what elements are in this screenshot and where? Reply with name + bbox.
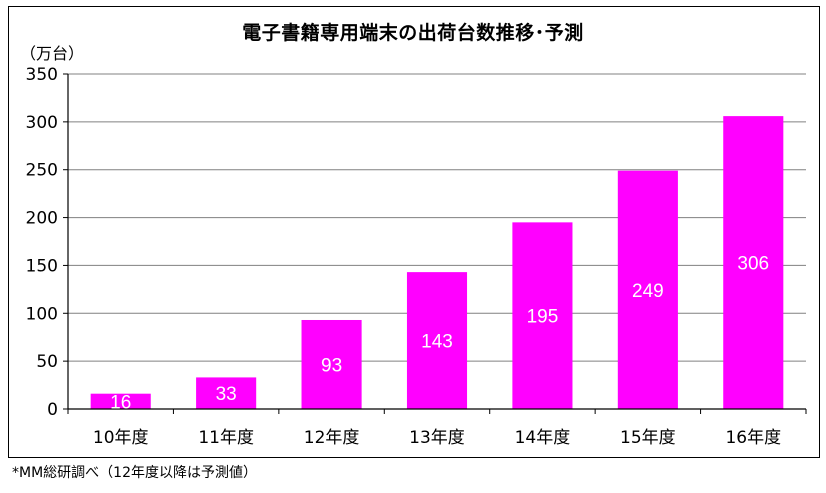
chart-title: 電子書籍専用端末の出荷台数推移･予測	[242, 22, 584, 44]
bar-value-label: 143	[421, 332, 453, 353]
bar	[512, 222, 573, 409]
y-tick-label: 0	[47, 400, 58, 420]
x-tick-label: 11年度	[198, 428, 254, 448]
bar	[301, 319, 362, 409]
bar-value-label: 306	[737, 254, 769, 275]
bar-value-label: 33	[216, 384, 237, 405]
bar-value-labels: 16 33 93 143 195 249 306	[110, 254, 769, 414]
x-tick-label: 13年度	[409, 428, 465, 448]
y-tick-label: 250	[26, 161, 58, 181]
y-axis-unit-label: （万台）	[20, 44, 85, 63]
bar-value-label: 249	[632, 281, 664, 302]
bar-value-label: 16	[110, 392, 131, 413]
x-tick-label: 15年度	[620, 428, 676, 448]
bar	[406, 272, 468, 409]
bar	[723, 116, 784, 409]
y-tick-labels: 0 50 100 150 200 250 300 350	[26, 65, 58, 420]
y-tick-label: 50	[36, 352, 58, 372]
bar	[617, 170, 678, 409]
bar	[90, 393, 151, 409]
axes	[63, 73, 807, 414]
bar-value-label: 93	[321, 355, 342, 376]
x-tick-labels: 10年度 11年度 12年度 13年度 14年度 15年度 16年度	[93, 428, 781, 448]
bars	[90, 116, 784, 409]
x-tick-label: 10年度	[93, 428, 149, 448]
x-tick-label: 16年度	[725, 428, 781, 448]
y-tick-label: 100	[26, 304, 58, 324]
bar-value-label: 195	[527, 307, 559, 328]
y-tick-label: 350	[26, 65, 58, 85]
y-tick-label: 150	[26, 256, 58, 276]
y-tick-label: 200	[26, 209, 58, 229]
x-tick-label: 14年度	[515, 428, 571, 448]
x-tick-label: 12年度	[304, 428, 360, 448]
gridlines	[68, 73, 806, 362]
y-tick-label: 300	[26, 113, 58, 133]
footnote: *MM総研調べ（12年度以降は予測値）	[12, 465, 257, 481]
bar	[196, 377, 257, 409]
